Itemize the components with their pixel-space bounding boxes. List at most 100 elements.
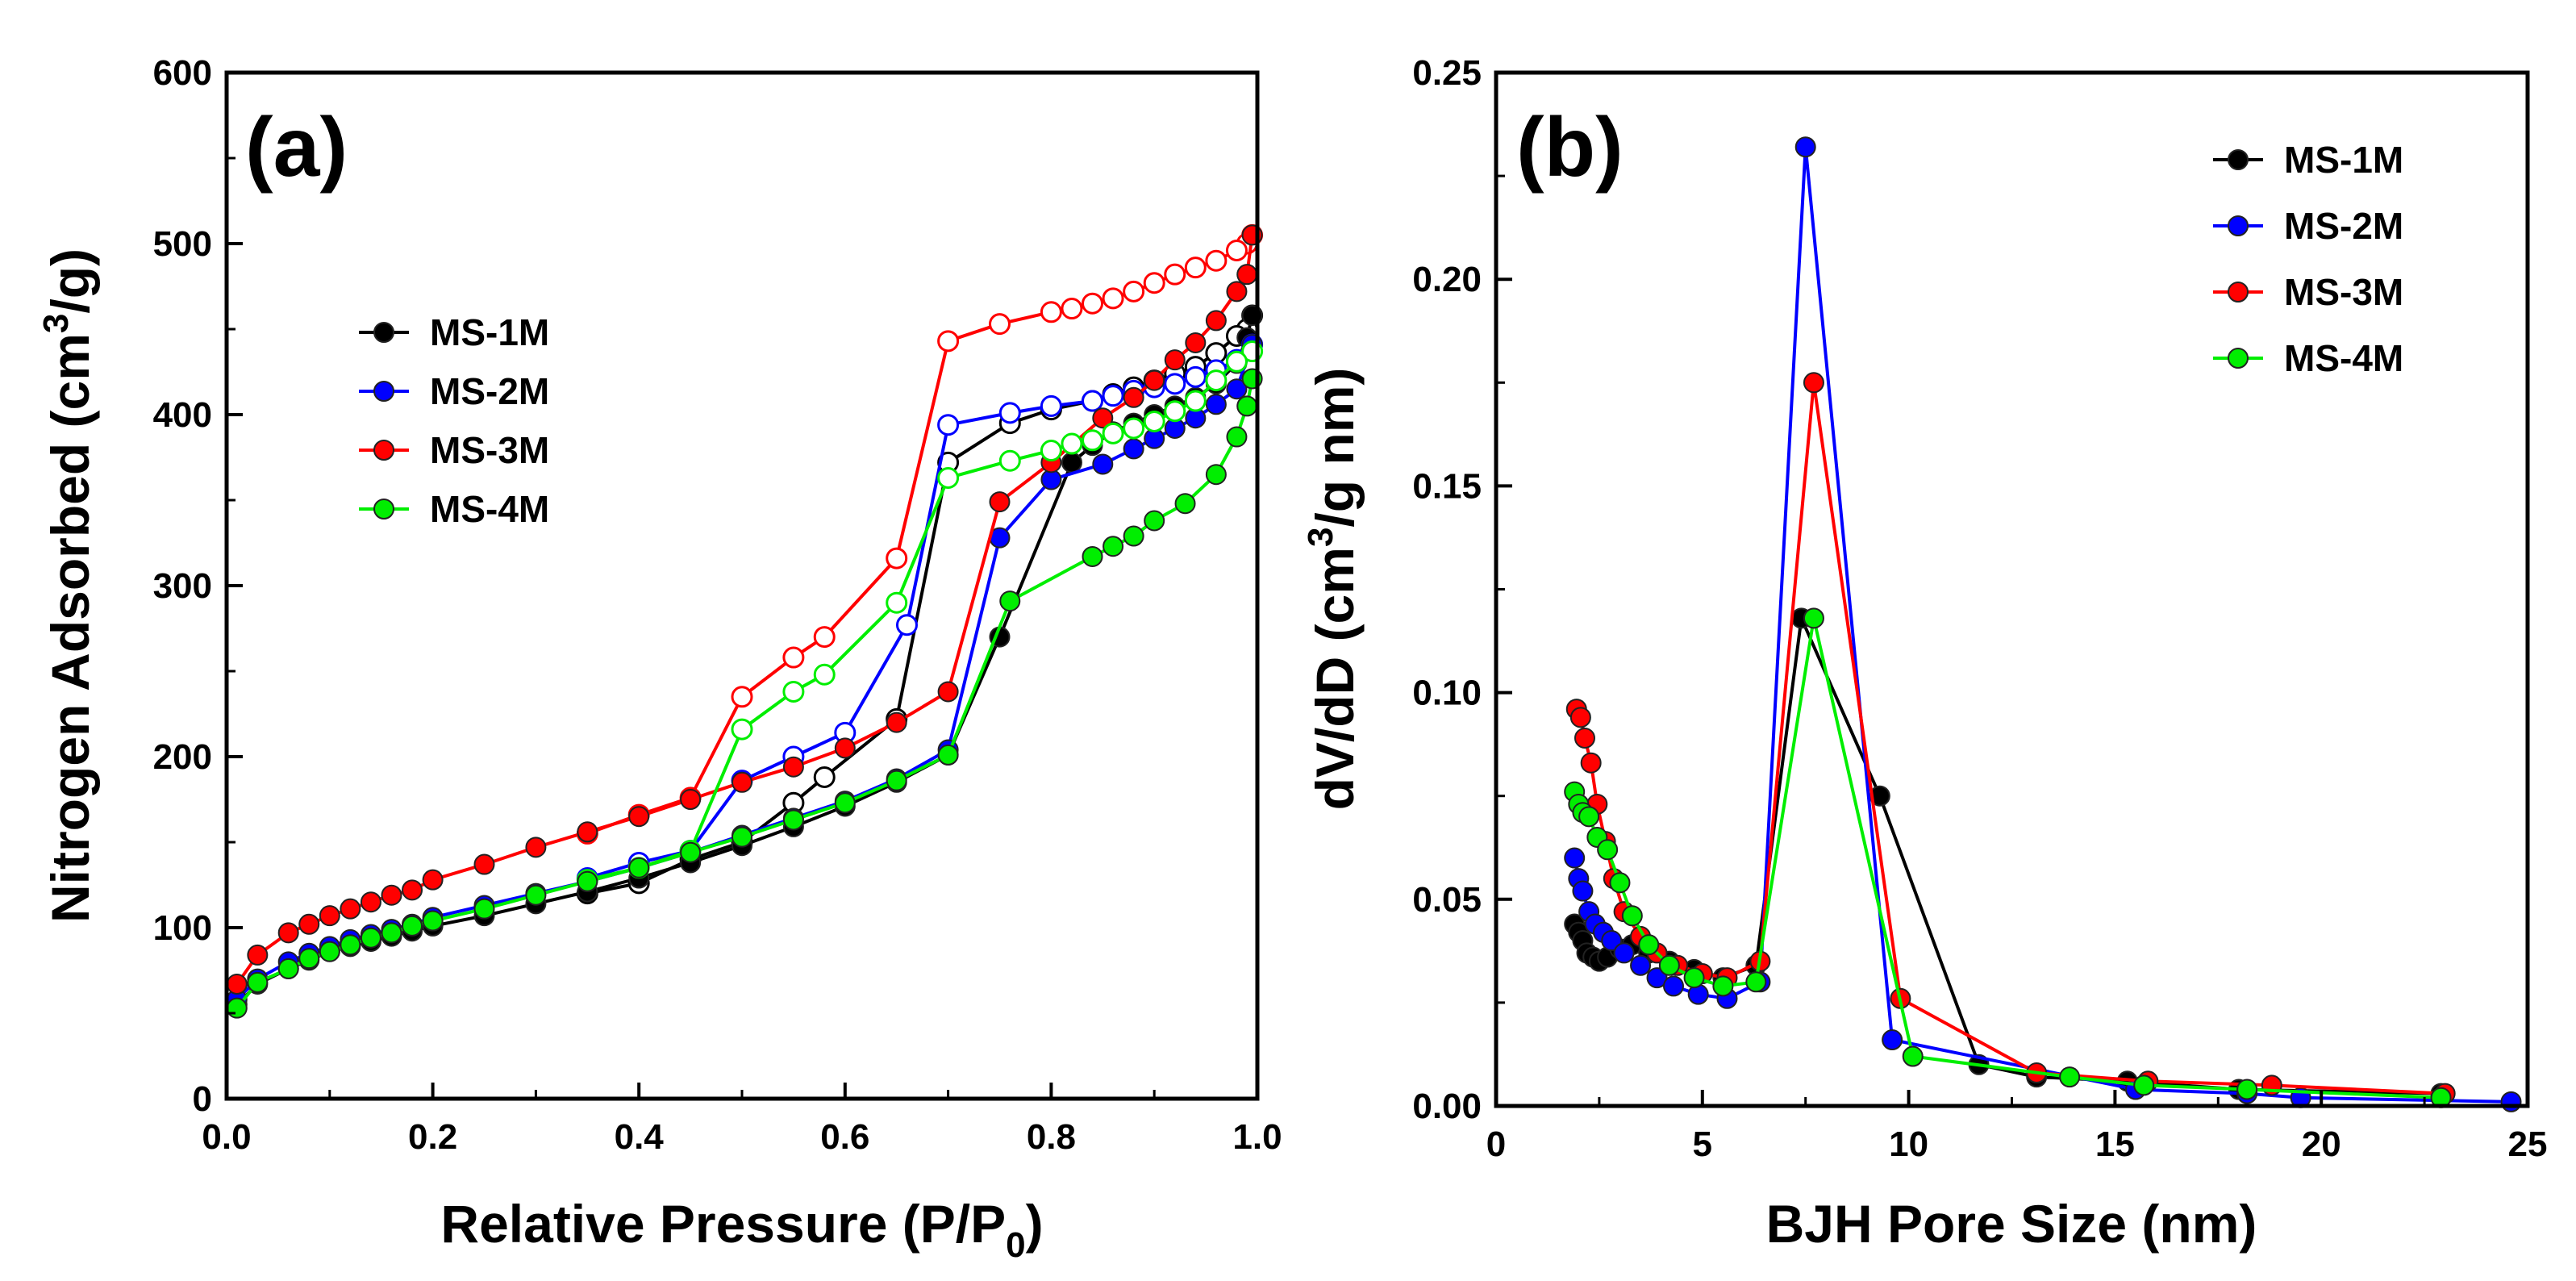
panel-a-ms-3m-adsorption-point	[360, 891, 381, 913]
panel-b-label: (b)	[1516, 101, 1624, 194]
panel-a-ms-3m-desorption-point	[937, 330, 960, 353]
panel-a-ms-3m-adsorption-point	[277, 922, 299, 944]
panel-a-legend-marker-ms-3m	[373, 440, 394, 461]
panel-a-ms-4m-adsorption-point	[1082, 545, 1103, 567]
panel-b-y-title-end: /g nm)	[1305, 368, 1365, 528]
panel-a-ms-3m-adsorption-point	[834, 737, 856, 759]
panel-b-legend-marker-ms-1m	[2228, 149, 2249, 170]
panel-b-legend-marker-ms-2m	[2228, 215, 2249, 236]
panel-a-ms-4m-desorption-point	[1040, 440, 1062, 462]
panel-a-ms-4m-adsorption-point	[937, 744, 959, 766]
panel-a-ms-2m-adsorption-point	[1123, 438, 1144, 460]
panel-a-ms-3m-adsorption-point	[732, 771, 752, 793]
panel-a-ms-4m-adsorption-point	[680, 841, 702, 863]
panel-b-ms-4m-point	[1638, 934, 1660, 956]
panel-a-ms-3m-adsorption-point	[226, 973, 248, 995]
panel-a-ms-4m-desorption-point	[1184, 390, 1207, 412]
panel-a-ms-4m-desorption-point	[1143, 410, 1165, 432]
panel-b-ms-4m-point	[2059, 1066, 2081, 1088]
panel-b-legend-label-ms-1m: MS-1M	[2284, 139, 2403, 181]
panel-a-ms-4m-adsorption-point	[247, 971, 269, 993]
panel-a-y-tick-label: 100	[153, 908, 212, 948]
panel-a-legend-marker-ms-2m	[373, 381, 394, 402]
panel-a-ms-3m-adsorption-point	[422, 869, 444, 891]
panel-a-y-tick-label: 200	[153, 737, 212, 777]
panel-a-legend-label-ms-2m: MS-2M	[430, 370, 549, 412]
panel-a-ms-3m-adsorption-point	[381, 884, 402, 906]
panel-a-ms-4m-adsorption-point	[577, 870, 598, 892]
panel-b-ms-4m-point	[2133, 1074, 2155, 1096]
panel-a-legend: MS-1M MS-2M MS-3M MS-4M	[359, 311, 549, 530]
panel-b-ms-3m-point	[1580, 752, 1602, 774]
panel-a-ms-3m-adsorption-point	[577, 821, 598, 843]
panel-a-ms-4m-adsorption-point	[1226, 426, 1248, 448]
panel-a-x-tick-label: 0.6	[820, 1117, 869, 1157]
panel-b-legend: MS-1M MS-2M MS-3M MS-4M	[2213, 139, 2403, 379]
panel-a-ms-3m-adsorption-point	[1164, 349, 1186, 371]
panel-a-ms-4m-adsorption-point	[1123, 525, 1144, 547]
panel-a-ms-3m-desorption-point	[731, 686, 753, 708]
panel-a-ms-2m-desorption-point	[937, 414, 960, 436]
panel-a-x-tick-label: 1.0	[1232, 1117, 1282, 1157]
panel-a-axes: 0.0 0.2 0.4 0.6 0.8 1.0 0 100 200 300 400 500 600	[153, 53, 1282, 1157]
panel-a-ms-4m-adsorption-point	[1174, 493, 1196, 515]
panel-a-ms-3m-desorption-point	[1061, 298, 1083, 320]
panel-a-ms-2m-desorption-point	[1164, 373, 1186, 395]
panel-a-ms-4m-adsorption-point	[1144, 510, 1165, 532]
panel-a-ms-2m-desorption-point	[1184, 365, 1207, 388]
panel-b-legend-label-ms-2m: MS-2M	[2284, 205, 2403, 247]
panel-a-ms-3m-desorption-point	[989, 313, 1011, 336]
panel-a-x-title-subscript: 0	[1006, 1225, 1025, 1265]
panel-b-x-tick-label: 15	[2095, 1125, 2135, 1164]
panel-b-ms-3m-point	[1574, 727, 1595, 749]
panel-a-ms-3m-desorption-point	[813, 626, 836, 649]
panel-b-ms-4m-point	[1803, 607, 1824, 629]
panel-a-ms-3m-adsorption-point	[886, 711, 907, 733]
panel-a-ms-2m-desorption-point	[1040, 394, 1062, 417]
panel-a-x-tick-label: 0.8	[1027, 1117, 1076, 1157]
panel-a-ms-3m-desorption-point	[1123, 280, 1145, 303]
panel-a-ms-4m-adsorption-point	[473, 898, 495, 920]
panel-a-ms-3m-adsorption-point	[937, 681, 959, 703]
panel-a-ms-4m-desorption-point	[886, 591, 908, 614]
panel-b-ms-2m-point	[2500, 1091, 2522, 1112]
panel-b-pore-size-chart: 0 5 10 15 20 25 0.00 0.05 0.10 0.15 0.20 0.25 (b) B…	[1301, 53, 2547, 1254]
panel-a-x-title-end: )	[1026, 1194, 1044, 1254]
panel-b-ms-3m-point	[1569, 707, 1591, 728]
panel-b-y-tick-label: 0.25	[1412, 53, 1482, 93]
panel-a-isotherm-chart: 0.0 0.2 0.4 0.6 0.8 1.0 0 100 200 300 400 500 600 (a…	[36, 53, 1282, 1265]
panel-a-ms-1m-desorption-point	[813, 766, 836, 788]
panel-a-series-ms-4m	[226, 340, 1264, 1019]
panel-a-x-tick-label: 0.2	[408, 1117, 457, 1157]
panel-a-ms-3m-desorption-point	[1164, 263, 1186, 286]
panel-a-ms-2m-desorption-point	[998, 402, 1021, 424]
panel-b-ms-4m-point	[1658, 954, 1680, 976]
panel-b-ms-4m-point	[1902, 1045, 1924, 1067]
panel-b-x-tick-label: 25	[2508, 1125, 2548, 1164]
panel-a-y-tick-label: 0	[193, 1079, 212, 1119]
panel-a-ms-4m-desorption-point	[1164, 400, 1186, 423]
panel-a-legend-marker-ms-4m	[373, 499, 394, 519]
panel-a-ms-3m-desorption-point	[1102, 287, 1124, 310]
panel-a-ms-2m-adsorption-point	[1226, 378, 1248, 400]
panel-a-y-title-superscript: 3	[36, 314, 76, 333]
panel-a-legend-label-ms-3m: MS-3M	[430, 429, 549, 471]
panel-a-ms-3m-adsorption-point	[525, 837, 547, 858]
panel-a-ms-4m-adsorption-point	[298, 948, 320, 970]
panel-a-ms-3m-adsorption-point	[989, 491, 1011, 513]
panel-b-ms-2m-point	[1662, 975, 1684, 997]
panel-a-legend-marker-ms-1m	[373, 322, 394, 343]
panel-a-ms-3m-desorption-point	[1143, 272, 1165, 294]
panel-b-series-ms-1m	[1564, 607, 2452, 1104]
panel-a-ms-3m-desorption-point	[886, 547, 908, 570]
panel-b-y-tick-label: 0.10	[1412, 674, 1482, 713]
panel-b-x-tick-label: 5	[1693, 1125, 1712, 1164]
panel-b-ms-1m-point	[1869, 785, 1890, 807]
panel-a-ms-4m-adsorption-point	[402, 915, 423, 937]
panel-a-ms-4m-adsorption-point	[1103, 536, 1124, 557]
panel-b-legend-marker-ms-4m	[2228, 348, 2249, 369]
panel-a-ms-4m-desorption-point	[813, 663, 836, 686]
panel-a-ms-4m-adsorption-point	[834, 792, 856, 814]
panel-b-ms-2m-point	[1572, 880, 1594, 902]
